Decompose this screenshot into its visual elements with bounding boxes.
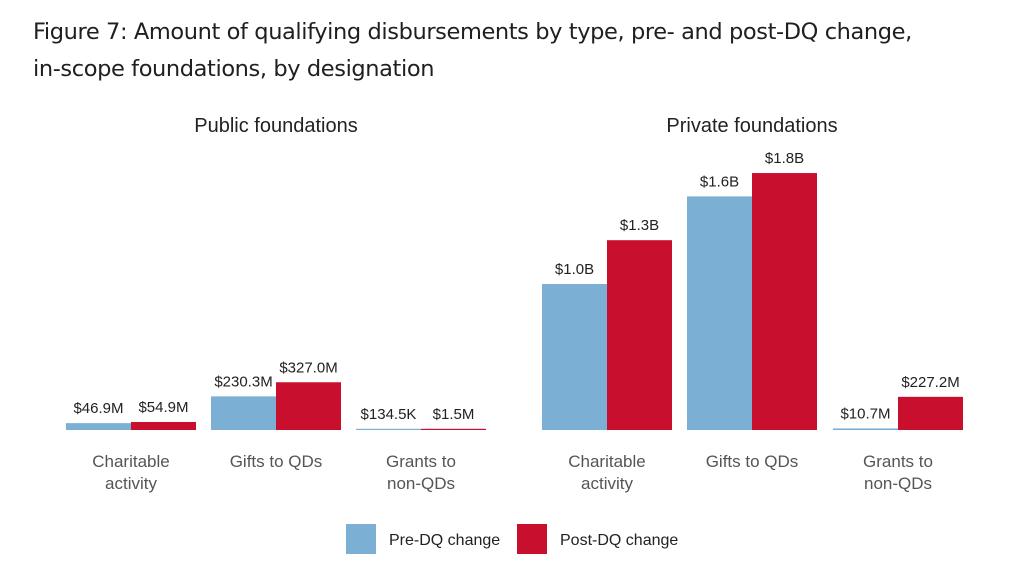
legend-swatch-pre-dq-change (346, 524, 376, 554)
data-label-private-foundations-charitable-activity-pre-dq-change: $1.0B (555, 261, 594, 278)
bar-private-foundations-gifts-to-qds-post-dq-change (752, 173, 817, 431)
bar-private-foundations-grants-to-non-qds-post-dq-change (898, 396, 963, 430)
data-label-private-foundations-charitable-activity-post-dq-change: $1.3B (620, 217, 659, 234)
bar-public-foundations-gifts-to-qds-post-dq-change (276, 382, 341, 430)
data-label-private-foundations-grants-to-non-qds-post-dq-change: $227.2M (901, 374, 959, 391)
legend-swatch-post-dq-change (517, 524, 547, 554)
bar-private-foundations-gifts-to-qds-pre-dq-change (687, 196, 752, 430)
bar-public-foundations-grants-to-non-qds-pre-dq-change (356, 428, 421, 430)
bar-private-foundations-charitable-activity-pre-dq-change (542, 284, 607, 430)
legend-label-post-dq-change: Post-DQ change (560, 532, 678, 549)
legend-label-pre-dq-change: Pre-DQ change (389, 532, 500, 549)
data-label-private-foundations-gifts-to-qds-pre-dq-change: $1.6B (700, 173, 739, 190)
category-label-public-foundations-gifts-to-qds-line-1: Gifts to QDs (230, 452, 323, 471)
category-label-private-foundations-gifts-to-qds-line-1: Gifts to QDs (706, 452, 799, 471)
panel-title-private-foundations: Private foundations (666, 115, 837, 137)
data-label-public-foundations-grants-to-non-qds-pre-dq-change: $134.5K (361, 406, 417, 423)
bar-public-foundations-gifts-to-qds-pre-dq-change (211, 396, 276, 430)
category-label-public-foundations-charitable-activity-line-2: activity (105, 474, 157, 493)
bar-public-foundations-charitable-activity-post-dq-change (131, 421, 196, 430)
figure-title: Figure 7: Amount of qualifying disbursem… (33, 14, 1013, 88)
panel-title-public-foundations: Public foundations (194, 115, 357, 137)
data-label-public-foundations-charitable-activity-pre-dq-change: $46.9M (73, 400, 123, 417)
category-label-private-foundations-charitable-activity-line-2: activity (581, 474, 633, 493)
category-label-private-foundations-charitable-activity-line-1: Charitable (568, 452, 646, 471)
data-label-public-foundations-grants-to-non-qds-post-dq-change: $1.5M (433, 406, 475, 423)
bar-private-foundations-charitable-activity-post-dq-change (607, 240, 672, 430)
bar-public-foundations-grants-to-non-qds-post-dq-change (421, 428, 486, 430)
bar-public-foundations-charitable-activity-pre-dq-change (66, 423, 131, 430)
data-label-private-foundations-grants-to-non-qds-pre-dq-change: $10.7M (840, 405, 890, 422)
category-label-private-foundations-grants-to-non-qds-line-2: non-QDs (864, 474, 932, 493)
bar-private-foundations-grants-to-non-qds-pre-dq-change (833, 428, 898, 430)
data-label-private-foundations-gifts-to-qds-post-dq-change: $1.8B (765, 150, 804, 167)
figure-title-line-1: Figure 7: Amount of qualifying disbursem… (33, 19, 912, 45)
category-label-public-foundations-charitable-activity-line-1: Charitable (92, 452, 170, 471)
category-label-public-foundations-grants-to-non-qds-line-1: Grants to (386, 452, 456, 471)
data-label-public-foundations-gifts-to-qds-pre-dq-change: $230.3M (214, 373, 272, 390)
category-label-public-foundations-grants-to-non-qds-line-2: non-QDs (387, 474, 455, 493)
data-label-public-foundations-charitable-activity-post-dq-change: $54.9M (138, 399, 188, 416)
data-label-public-foundations-gifts-to-qds-post-dq-change: $327.0M (279, 359, 337, 376)
category-label-private-foundations-grants-to-non-qds-line-1: Grants to (863, 452, 933, 471)
figure-title-line-2: in-scope foundations, by designation (33, 56, 435, 82)
